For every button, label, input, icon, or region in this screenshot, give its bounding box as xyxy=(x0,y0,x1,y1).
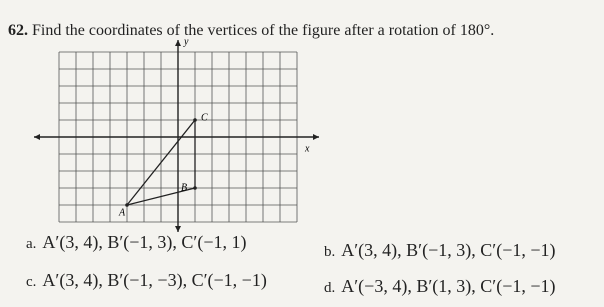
vertex-label: A xyxy=(118,207,126,218)
choice-text: A′(−3, 4), B′(1, 3), C′(−1, −1) xyxy=(341,276,556,296)
choice: a. A′(3, 4), B′(−1, 3), C′(−1, 1) xyxy=(26,232,247,253)
choice: d. A′(−3, 4), B′(1, 3), C′(−1, −1) xyxy=(324,276,556,297)
choice-label: b. xyxy=(324,244,336,260)
choice-label: a. xyxy=(26,236,37,252)
question-number: 62. xyxy=(8,22,28,39)
axis-label: y xyxy=(183,36,189,47)
vertex xyxy=(193,118,197,122)
choice: b. A′(3, 4), B′(−1, 3), C′(−1, −1) xyxy=(324,240,556,261)
triangle xyxy=(125,118,196,207)
choice-text: A′(3, 4), B′(−1, −3), C′(−1, −1) xyxy=(42,270,267,290)
choice: c. A′(3, 4), B′(−1, −3), C′(−1, −1) xyxy=(26,270,267,291)
choice-text: A′(3, 4), B′(−1, 3), C′(−1, 1) xyxy=(42,232,247,252)
question-text: Find the coordinates of the vertices of … xyxy=(32,22,495,39)
vertex-label: B xyxy=(181,182,187,193)
vertex xyxy=(193,186,197,190)
axis-label: x xyxy=(304,143,310,154)
question: 62. Find the coordinates of the vertices … xyxy=(8,22,494,40)
vertex xyxy=(125,203,129,207)
vertex-label: C xyxy=(201,112,208,123)
choice-label: c. xyxy=(26,274,37,290)
choice-text: A′(3, 4), B′(−1, 3), C′(−1, −1) xyxy=(341,240,556,260)
choice-label: d. xyxy=(324,280,336,296)
